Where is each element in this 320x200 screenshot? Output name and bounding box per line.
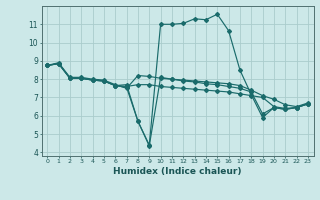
X-axis label: Humidex (Indice chaleur): Humidex (Indice chaleur) [113, 167, 242, 176]
